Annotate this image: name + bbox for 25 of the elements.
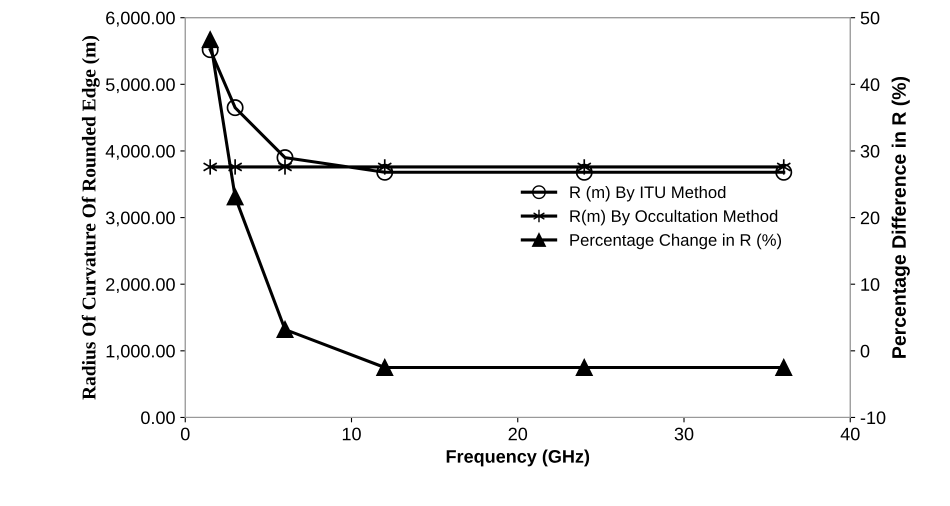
legend-label: Percentage Change in R (%) (570, 234, 782, 250)
y-axis-title: Radius Of Curvature Of Rounded Edge (m) (82, 36, 100, 400)
legend-label: R(m) By Occultation Method (570, 210, 778, 226)
x-tick-label: 0 (180, 428, 190, 440)
y-tick-label: 4,000.00 (106, 144, 175, 160)
y2-tick-label: 40 (860, 78, 880, 92)
y-tick-label: 6,000.00 (106, 12, 175, 27)
x-tick-label: 40 (840, 428, 860, 440)
x-tick-label: 30 (674, 428, 694, 440)
y2-tick-label: 0 (860, 344, 870, 358)
x-axis-title: Frequency (GHz) (446, 450, 590, 466)
y-tick-label: 1,000.00 (106, 344, 175, 360)
y-tick-label: 5,000.00 (106, 78, 175, 94)
y2-tick-label: 30 (860, 144, 880, 158)
legend-label: R (m) By ITU Method (570, 186, 726, 202)
y2-tick-label: 50 (860, 12, 880, 24)
y-tick-label: 3,000.00 (106, 212, 175, 226)
y-tick-label: 2,000.00 (106, 278, 175, 294)
y2-tick-label: -10 (860, 411, 886, 424)
y-tick-label: 0.00 (141, 411, 175, 424)
x-tick-label: 20 (508, 428, 528, 440)
y2-tick-label: 20 (860, 212, 880, 224)
x-tick-label: 10 (342, 428, 361, 440)
y2-axis-title: Percentage Difference in R (%) (892, 76, 910, 358)
y2-tick-label: 10 (861, 278, 880, 291)
